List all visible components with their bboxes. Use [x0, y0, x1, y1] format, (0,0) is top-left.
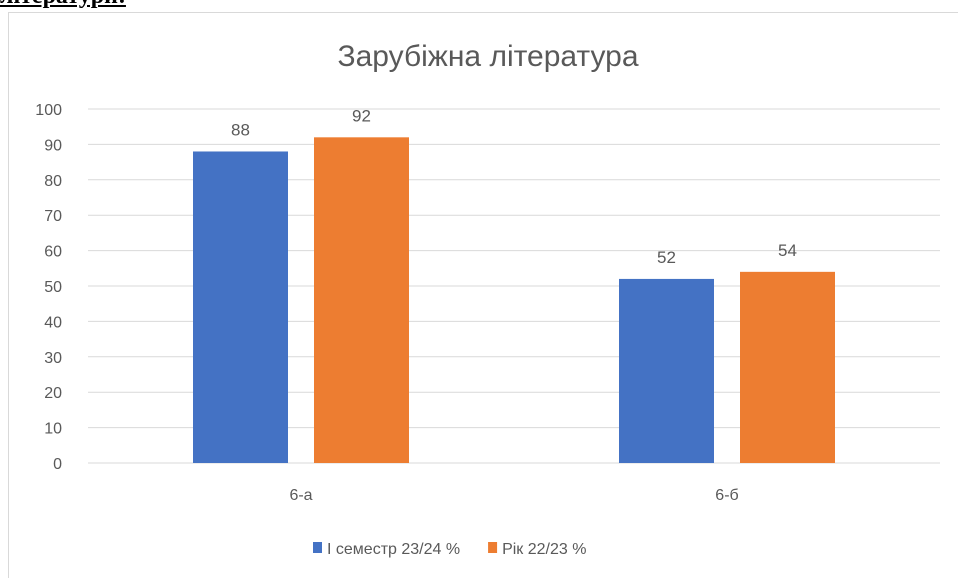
data-label: 52	[657, 248, 676, 267]
data-label: 92	[352, 106, 371, 125]
y-tick-label: 40	[44, 314, 62, 331]
y-tick-label: 60	[44, 244, 62, 261]
y-tick-label: 10	[44, 421, 62, 438]
y-tick-label: 70	[44, 208, 62, 225]
legend-swatch	[488, 542, 498, 553]
y-tick-label: 90	[44, 137, 62, 154]
y-tick-label: 20	[44, 385, 62, 402]
x-tick-label: 6-а	[289, 487, 312, 504]
bar	[314, 137, 409, 463]
chart-border	[8, 12, 958, 578]
legend-label: І семестр 23/24 %	[327, 541, 460, 558]
chart-title: Зарубіжна література	[337, 40, 638, 73]
y-tick-label: 50	[44, 279, 62, 296]
legend-swatch	[313, 542, 322, 553]
data-label: 88	[231, 120, 250, 139]
x-tick-label: 6-б	[715, 487, 738, 504]
bar	[193, 151, 288, 464]
legend-label: Рік 22/23 %	[502, 541, 586, 558]
y-tick-label: 0	[53, 456, 62, 473]
heading: літератури:	[0, 0, 126, 10]
y-tick-label: 80	[44, 173, 62, 190]
y-tick-label: 30	[44, 350, 62, 367]
data-label: 54	[778, 241, 797, 260]
bar	[619, 278, 714, 463]
y-tick-label: 100	[35, 102, 62, 119]
bar	[740, 271, 835, 463]
